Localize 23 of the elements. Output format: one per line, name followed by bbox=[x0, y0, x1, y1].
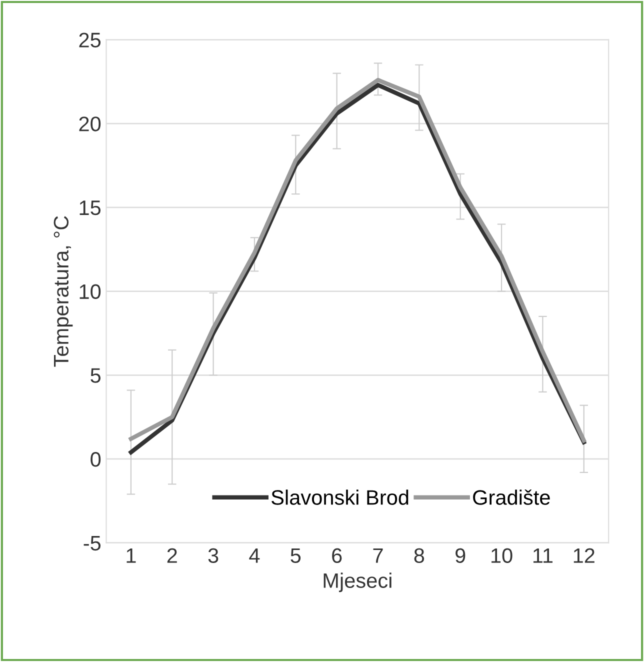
x-axis-title: Mjeseci bbox=[324, 572, 392, 592]
y-tick-label: 5 bbox=[90, 368, 101, 383]
legend-label: Gradište bbox=[473, 490, 550, 505]
y-tick-label: 15 bbox=[80, 200, 101, 216]
x-tick-label: 3 bbox=[208, 548, 218, 564]
x-tick-label: 2 bbox=[167, 548, 177, 563]
y-axis-title: Temperatura, °C bbox=[54, 216, 73, 367]
x-tick-label: 10 bbox=[492, 548, 512, 564]
x-tick-label: 8 bbox=[414, 548, 424, 564]
y-tick-label: 10 bbox=[80, 284, 101, 300]
legend-label: Slavonski Brod bbox=[272, 490, 408, 505]
y-tick-label: 0 bbox=[90, 452, 101, 467]
y-tick-label: 20 bbox=[79, 116, 101, 132]
y-tick-label: 25 bbox=[79, 32, 101, 48]
y-tick-label: -5 bbox=[84, 536, 101, 551]
x-tick-label: 9 bbox=[456, 548, 466, 564]
x-tick-label: 11 bbox=[533, 548, 553, 563]
x-tick-label: 12 bbox=[574, 548, 594, 563]
x-tick-label: 1 bbox=[126, 548, 136, 563]
x-tick-label: 6 bbox=[332, 548, 342, 564]
x-tick-label: 7 bbox=[373, 548, 383, 563]
x-tick-label: 4 bbox=[249, 548, 260, 563]
x-tick-label: 5 bbox=[290, 548, 301, 564]
